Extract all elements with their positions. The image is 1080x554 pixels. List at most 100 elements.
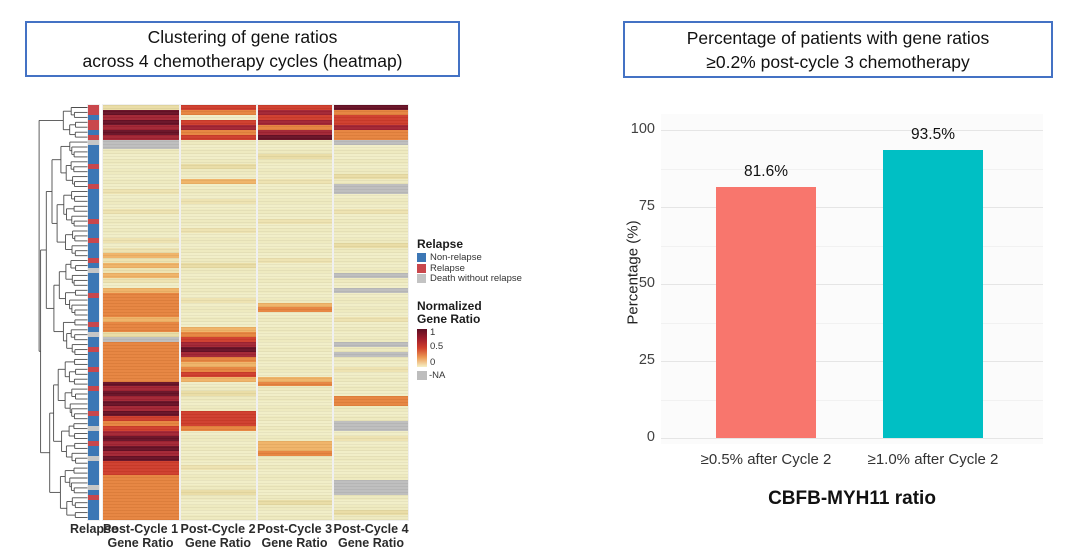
heatmap-cell bbox=[257, 238, 332, 244]
heatmap-cell bbox=[334, 159, 408, 165]
heatmap-cell bbox=[334, 470, 408, 476]
annotation-cell bbox=[88, 297, 99, 303]
heatmap-cell bbox=[180, 356, 256, 362]
heatmap-cell bbox=[334, 149, 408, 155]
heatmap-cell bbox=[102, 406, 179, 412]
heatmap-cell bbox=[334, 223, 408, 229]
heatmap-cell bbox=[334, 475, 408, 481]
relapse-legend-title: Relapse bbox=[417, 237, 464, 251]
heatmap-cell bbox=[334, 430, 408, 436]
annotation-cell bbox=[88, 411, 99, 417]
annotation-cell bbox=[88, 475, 99, 481]
heatmap-cell bbox=[334, 500, 408, 505]
heatmap-cell bbox=[180, 425, 256, 431]
heatmap-cell bbox=[180, 198, 256, 204]
heatmap-cell bbox=[102, 243, 179, 249]
annotation-cell bbox=[88, 208, 99, 214]
heatmap-cell bbox=[334, 440, 408, 446]
annotation-cell bbox=[88, 243, 99, 249]
heatmap-cell bbox=[180, 480, 256, 486]
heatmap-cell bbox=[257, 361, 332, 367]
heatmap-cell bbox=[257, 381, 332, 387]
heatmap-cell bbox=[102, 356, 179, 362]
annotation-cell bbox=[88, 169, 99, 175]
heatmap-column-3 bbox=[256, 104, 333, 521]
heatmap-cell bbox=[257, 485, 332, 491]
heatmap-cell bbox=[180, 253, 256, 259]
heatmap-cell bbox=[334, 391, 408, 397]
heatmap-cell bbox=[102, 198, 179, 204]
annotation-cell bbox=[88, 514, 99, 520]
heatmap-cell bbox=[257, 223, 332, 229]
annotation-cell bbox=[88, 342, 99, 347]
heatmap-column-label-4: Post-Cycle 4 Gene Ratio bbox=[333, 522, 409, 550]
x-tick-label-1: ≥0.5% after Cycle 2 bbox=[700, 451, 832, 468]
heatmap-cell bbox=[180, 105, 256, 110]
heatmap-cell bbox=[334, 450, 408, 456]
heatmap-cell bbox=[334, 509, 408, 515]
heatmap-texture bbox=[180, 105, 256, 520]
annotation-cell bbox=[88, 263, 99, 268]
heatmap-cell bbox=[334, 342, 408, 347]
heatmap-cell bbox=[334, 139, 408, 145]
heatmap-cell bbox=[257, 475, 332, 481]
heatmap-cell bbox=[257, 124, 332, 130]
heatmap-cell bbox=[257, 188, 332, 194]
heatmap-cell bbox=[102, 109, 179, 115]
heatmap-cell bbox=[180, 134, 256, 140]
annotation-cell bbox=[88, 218, 99, 224]
heatmap-cell bbox=[180, 129, 256, 135]
heatmap-cell bbox=[180, 258, 256, 263]
heatmap-cell bbox=[102, 509, 179, 515]
heatmap-cell bbox=[102, 366, 179, 372]
na-label: -NA bbox=[429, 370, 446, 381]
annotation-cell bbox=[88, 233, 99, 239]
heatmap-cell bbox=[257, 258, 332, 263]
heatmap-cell bbox=[102, 342, 179, 347]
annotation-cell bbox=[88, 504, 99, 510]
annotation-column-label: Relapse bbox=[70, 522, 118, 536]
heatmap-cell bbox=[257, 312, 332, 318]
heatmap-cell bbox=[257, 302, 332, 308]
heatmap-cell bbox=[334, 302, 408, 308]
heatmap-cell bbox=[257, 139, 332, 145]
heatmap-cell bbox=[102, 184, 179, 189]
heatmap-cell bbox=[102, 411, 179, 417]
heatmap-cell bbox=[257, 213, 332, 219]
heatmap-cell bbox=[180, 317, 256, 323]
annotation-cell bbox=[88, 421, 99, 426]
heatmap-cell bbox=[334, 228, 408, 234]
annotation-cell bbox=[88, 184, 99, 189]
heatmap-cell bbox=[102, 218, 179, 224]
heatmap-cell bbox=[180, 208, 256, 214]
heatmap-cell bbox=[334, 406, 408, 412]
heatmap-cell bbox=[102, 371, 179, 377]
annotation-cell bbox=[88, 193, 99, 199]
annotation-cell bbox=[88, 312, 99, 318]
heatmap-cell bbox=[180, 174, 256, 180]
heatmap-cell bbox=[334, 396, 408, 402]
annotation-cell bbox=[88, 198, 99, 204]
annotation-cell bbox=[88, 317, 99, 323]
heatmap-cell bbox=[102, 455, 179, 461]
heatmap-cell bbox=[257, 179, 332, 184]
gridline-minor bbox=[661, 168, 1043, 170]
heatmap-cell bbox=[180, 376, 256, 382]
annotation-cell bbox=[88, 346, 99, 352]
annotation-cell bbox=[88, 440, 99, 446]
gradient-tick-05: 0.5 bbox=[430, 341, 444, 352]
heatmap-cell bbox=[257, 356, 332, 362]
heatmap-cell bbox=[180, 307, 256, 313]
heatmap-cell bbox=[257, 109, 332, 115]
heatmap-cell bbox=[180, 509, 256, 515]
heatmap-column-1 bbox=[101, 104, 180, 521]
annotation-cell bbox=[88, 144, 99, 150]
gridline-major bbox=[661, 361, 1043, 362]
heatmap-cell bbox=[257, 134, 332, 140]
gridline-major bbox=[661, 207, 1043, 208]
annotation-cell bbox=[88, 213, 99, 219]
heatmap-cell bbox=[334, 272, 408, 278]
heatmap-cell bbox=[334, 282, 408, 288]
heatmap-cell bbox=[334, 514, 408, 520]
heatmap-cell bbox=[102, 248, 179, 254]
